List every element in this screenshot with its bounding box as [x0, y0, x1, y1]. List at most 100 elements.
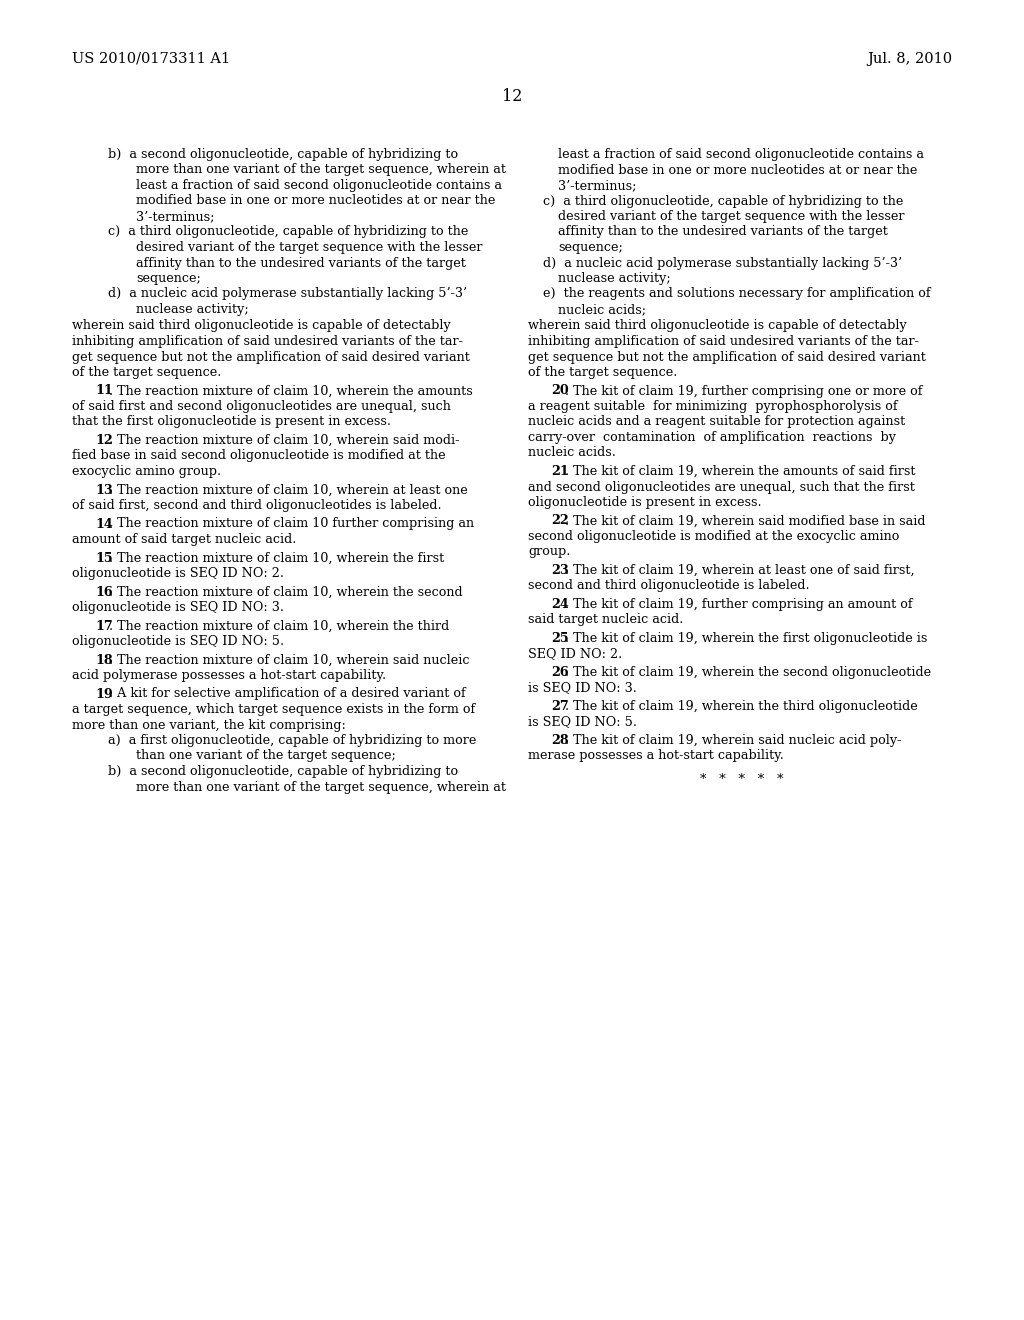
Text: get sequence but not the amplification of said desired variant: get sequence but not the amplification o… [72, 351, 470, 363]
Text: of said first and second oligonucleotides are unequal, such: of said first and second oligonucleotide… [72, 400, 451, 413]
Text: and second oligonucleotides are unequal, such that the first: and second oligonucleotides are unequal,… [528, 480, 914, 494]
Text: 23: 23 [551, 564, 568, 577]
Text: 21: 21 [551, 465, 568, 478]
Text: 27: 27 [551, 700, 568, 713]
Text: affinity than to the undesired variants of the target: affinity than to the undesired variants … [136, 256, 466, 269]
Text: 14: 14 [95, 517, 113, 531]
Text: 3’-terminus;: 3’-terminus; [558, 180, 636, 191]
Text: b)  a second oligonucleotide, capable of hybridizing to: b) a second oligonucleotide, capable of … [108, 148, 458, 161]
Text: group.: group. [528, 545, 570, 558]
Text: US 2010/0173311 A1: US 2010/0173311 A1 [72, 51, 230, 66]
Text: sequence;: sequence; [558, 242, 623, 253]
Text: 22: 22 [551, 515, 568, 528]
Text: oligonucleotide is SEQ ID NO: 3.: oligonucleotide is SEQ ID NO: 3. [72, 601, 284, 614]
Text: inhibiting amplification of said undesired variants of the tar-: inhibiting amplification of said undesir… [72, 335, 463, 348]
Text: of said first, second and third oligonucleotides is labeled.: of said first, second and third oligonuc… [72, 499, 441, 512]
Text: . The kit of claim 19, wherein the first oligonucleotide is: . The kit of claim 19, wherein the first… [565, 632, 928, 645]
Text: that the first oligonucleotide is present in excess.: that the first oligonucleotide is presen… [72, 416, 391, 429]
Text: nuclease activity;: nuclease activity; [558, 272, 671, 285]
Text: . The reaction mixture of claim 10, wherein the third: . The reaction mixture of claim 10, wher… [109, 619, 450, 632]
Text: affinity than to the undesired variants of the target: affinity than to the undesired variants … [558, 226, 888, 239]
Text: . The kit of claim 19, wherein the third oligonucleotide: . The kit of claim 19, wherein the third… [565, 700, 918, 713]
Text: said target nucleic acid.: said target nucleic acid. [528, 614, 683, 627]
Text: desired variant of the target sequence with the lesser: desired variant of the target sequence w… [558, 210, 904, 223]
Text: a reagent suitable  for minimizing  pyrophosphorolysis of: a reagent suitable for minimizing pyroph… [528, 400, 898, 413]
Text: Jul. 8, 2010: Jul. 8, 2010 [867, 51, 952, 66]
Text: . The kit of claim 19, further comprising one or more of: . The kit of claim 19, further comprisin… [565, 384, 923, 397]
Text: d)  a nucleic acid polymerase substantially lacking 5’-3’: d) a nucleic acid polymerase substantial… [543, 256, 902, 269]
Text: . The kit of claim 19, wherein the second oligonucleotide: . The kit of claim 19, wherein the secon… [565, 667, 931, 678]
Text: 28: 28 [551, 734, 568, 747]
Text: . The reaction mixture of claim 10, wherein the first: . The reaction mixture of claim 10, wher… [109, 552, 444, 565]
Text: b)  a second oligonucleotide, capable of hybridizing to: b) a second oligonucleotide, capable of … [108, 766, 458, 777]
Text: . The reaction mixture of claim 10 further comprising an: . The reaction mixture of claim 10 furth… [109, 517, 474, 531]
Text: 12: 12 [95, 434, 113, 447]
Text: . A kit for selective amplification of a desired variant of: . A kit for selective amplification of a… [109, 688, 466, 701]
Text: more than one variant of the target sequence, wherein at: more than one variant of the target sequ… [136, 164, 506, 177]
Text: 12: 12 [502, 88, 522, 106]
Text: merase possesses a hot-start capability.: merase possesses a hot-start capability. [528, 750, 784, 763]
Text: of the target sequence.: of the target sequence. [528, 366, 677, 379]
Text: 17: 17 [95, 619, 113, 632]
Text: oligonucleotide is SEQ ID NO: 5.: oligonucleotide is SEQ ID NO: 5. [72, 635, 284, 648]
Text: least a fraction of said second oligonucleotide contains a: least a fraction of said second oligonuc… [558, 148, 924, 161]
Text: nucleic acids.: nucleic acids. [528, 446, 615, 459]
Text: oligonucleotide is SEQ ID NO: 2.: oligonucleotide is SEQ ID NO: 2. [72, 568, 284, 579]
Text: 19: 19 [95, 688, 113, 701]
Text: is SEQ ID NO: 3.: is SEQ ID NO: 3. [528, 681, 637, 694]
Text: 15: 15 [95, 552, 113, 565]
Text: exocyclic amino group.: exocyclic amino group. [72, 465, 221, 478]
Text: 11: 11 [95, 384, 113, 397]
Text: sequence;: sequence; [136, 272, 201, 285]
Text: nucleic acids;: nucleic acids; [558, 304, 646, 315]
Text: 24: 24 [551, 598, 568, 611]
Text: modified base in one or more nucleotides at or near the: modified base in one or more nucleotides… [558, 164, 918, 177]
Text: acid polymerase possesses a hot-start capability.: acid polymerase possesses a hot-start ca… [72, 669, 386, 682]
Text: nuclease activity;: nuclease activity; [136, 304, 249, 315]
Text: fied base in said second oligonucleotide is modified at the: fied base in said second oligonucleotide… [72, 450, 445, 462]
Text: amount of said target nucleic acid.: amount of said target nucleic acid. [72, 533, 296, 546]
Text: 13: 13 [95, 483, 113, 496]
Text: . The kit of claim 19, wherein said nucleic acid poly-: . The kit of claim 19, wherein said nucl… [565, 734, 901, 747]
Text: c)  a third oligonucleotide, capable of hybridizing to the: c) a third oligonucleotide, capable of h… [543, 194, 903, 207]
Text: . The kit of claim 19, wherein the amounts of said first: . The kit of claim 19, wherein the amoun… [565, 465, 915, 478]
Text: is SEQ ID NO: 5.: is SEQ ID NO: 5. [528, 715, 637, 729]
Text: c)  a third oligonucleotide, capable of hybridizing to the: c) a third oligonucleotide, capable of h… [108, 226, 468, 239]
Text: second oligonucleotide is modified at the exocyclic amino: second oligonucleotide is modified at th… [528, 531, 899, 543]
Text: oligonucleotide is present in excess.: oligonucleotide is present in excess. [528, 496, 762, 510]
Text: 18: 18 [95, 653, 113, 667]
Text: nucleic acids and a reagent suitable for protection against: nucleic acids and a reagent suitable for… [528, 416, 905, 429]
Text: 16: 16 [95, 586, 113, 598]
Text: . The reaction mixture of claim 10, wherein said modi-: . The reaction mixture of claim 10, wher… [109, 434, 460, 447]
Text: . The kit of claim 19, further comprising an amount of: . The kit of claim 19, further comprisin… [565, 598, 912, 611]
Text: of the target sequence.: of the target sequence. [72, 366, 221, 379]
Text: 25: 25 [551, 632, 568, 645]
Text: a)  a first oligonucleotide, capable of hybridizing to more: a) a first oligonucleotide, capable of h… [108, 734, 476, 747]
Text: *   *   *   *   *: * * * * * [699, 774, 783, 785]
Text: more than one variant of the target sequence, wherein at: more than one variant of the target sequ… [136, 780, 506, 793]
Text: 26: 26 [551, 667, 568, 678]
Text: wherein said third oligonucleotide is capable of detectably: wherein said third oligonucleotide is ca… [72, 319, 451, 333]
Text: modified base in one or more nucleotides at or near the: modified base in one or more nucleotides… [136, 194, 496, 207]
Text: d)  a nucleic acid polymerase substantially lacking 5’-3’: d) a nucleic acid polymerase substantial… [108, 288, 467, 301]
Text: . The reaction mixture of claim 10, wherein at least one: . The reaction mixture of claim 10, wher… [109, 483, 468, 496]
Text: . The reaction mixture of claim 10, wherein said nucleic: . The reaction mixture of claim 10, wher… [109, 653, 469, 667]
Text: e)  the reagents and solutions necessary for amplification of: e) the reagents and solutions necessary … [543, 288, 931, 301]
Text: get sequence but not the amplification of said desired variant: get sequence but not the amplification o… [528, 351, 926, 363]
Text: SEQ ID NO: 2.: SEQ ID NO: 2. [528, 648, 623, 660]
Text: desired variant of the target sequence with the lesser: desired variant of the target sequence w… [136, 242, 482, 253]
Text: more than one variant, the kit comprising:: more than one variant, the kit comprisin… [72, 718, 346, 731]
Text: 20: 20 [551, 384, 568, 397]
Text: wherein said third oligonucleotide is capable of detectably: wherein said third oligonucleotide is ca… [528, 319, 906, 333]
Text: least a fraction of said second oligonucleotide contains a: least a fraction of said second oligonuc… [136, 180, 502, 191]
Text: inhibiting amplification of said undesired variants of the tar-: inhibiting amplification of said undesir… [528, 335, 919, 348]
Text: 3’-terminus;: 3’-terminus; [136, 210, 214, 223]
Text: . The reaction mixture of claim 10, wherein the amounts: . The reaction mixture of claim 10, wher… [109, 384, 473, 397]
Text: . The kit of claim 19, wherein said modified base in said: . The kit of claim 19, wherein said modi… [565, 515, 926, 528]
Text: carry-over  contamination  of amplification  reactions  by: carry-over contamination of amplificatio… [528, 432, 896, 444]
Text: . The reaction mixture of claim 10, wherein the second: . The reaction mixture of claim 10, wher… [109, 586, 463, 598]
Text: second and third oligonucleotide is labeled.: second and third oligonucleotide is labe… [528, 579, 810, 593]
Text: a target sequence, which target sequence exists in the form of: a target sequence, which target sequence… [72, 704, 475, 715]
Text: than one variant of the target sequence;: than one variant of the target sequence; [136, 750, 395, 763]
Text: . The kit of claim 19, wherein at least one of said first,: . The kit of claim 19, wherein at least … [565, 564, 914, 577]
